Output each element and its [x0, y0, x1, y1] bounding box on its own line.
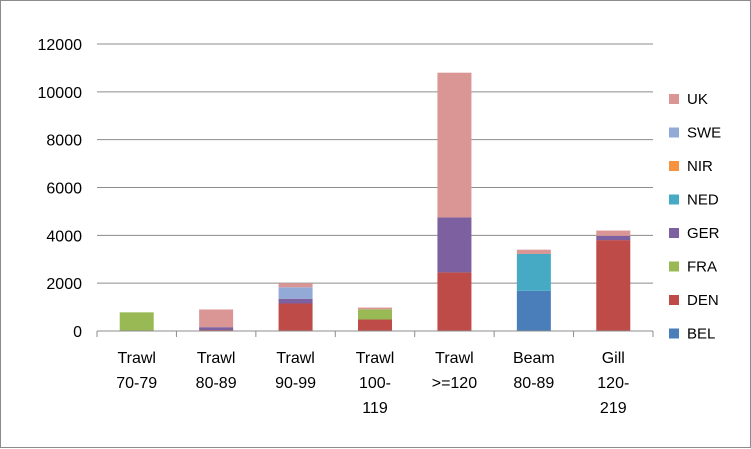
legend-swatch-den: [669, 295, 679, 305]
legend-label: DEN: [687, 292, 719, 309]
category-label: Trawl: [356, 350, 395, 367]
gridlines: [97, 43, 653, 332]
y-tick-label: 10000: [38, 85, 83, 102]
legend-swatch-nir: [669, 161, 679, 171]
bar-segment-fra: [358, 309, 392, 320]
bar-segment-ger: [596, 235, 631, 241]
y-tick-label: 8000: [46, 133, 82, 150]
legend-label: NED: [687, 192, 719, 209]
legend-label: NIR: [687, 158, 713, 175]
category-label: 90-99: [275, 375, 316, 392]
y-tick-label: 12000: [38, 37, 83, 54]
bar-segment-uk: [516, 249, 551, 254]
bar-segment-den: [358, 319, 392, 331]
legend-swatch-fra: [669, 261, 679, 272]
category-label: Trawl: [276, 350, 315, 367]
category-label: 219: [600, 400, 627, 417]
legend-swatch-bel: [669, 328, 679, 339]
y-tick-label: 4000: [46, 228, 82, 245]
legend-label: GER: [687, 225, 720, 242]
bar-segment-fra: [119, 312, 154, 331]
bars: [119, 72, 631, 331]
bar-segment-bel: [516, 290, 551, 331]
y-axis-ticks: 0 2000 4000 6000 8000 10000 12000: [38, 37, 83, 341]
bar-segment-den: [596, 240, 631, 331]
legend-swatch-uk: [669, 94, 679, 104]
bar-segment-swe: [278, 287, 313, 299]
category-label: 80-89: [513, 375, 554, 392]
legend-label: UK: [687, 91, 708, 108]
bar-segment-ger: [437, 217, 472, 273]
legend-swatch-ger: [669, 228, 679, 238]
y-tick-label: 0: [73, 324, 82, 341]
bar-segment-den: [437, 272, 472, 331]
bar-segment-ger: [199, 327, 234, 331]
bar-segment-uk: [358, 307, 392, 310]
bar-segment-ned: [516, 253, 551, 291]
x-axis: Trawl 70-79 Trawl 80-89 Trawl 90-99 Trawl 100- 1…: [96, 330, 654, 417]
legend: UK SWE NIR NED GER FRA DEN BEL: [669, 91, 721, 343]
legend-label: SWE: [687, 125, 721, 142]
bar-segment-ger: [278, 298, 313, 304]
bar-segment-uk: [278, 283, 313, 288]
y-tick-label: 6000: [46, 181, 82, 198]
category-label: Gill: [602, 350, 625, 367]
category-label: Beam: [513, 350, 555, 367]
category-label: 70-79: [116, 375, 157, 392]
category-label: 80-89: [196, 375, 237, 392]
bar-segment-den: [278, 303, 313, 331]
category-label: 120-: [597, 375, 629, 392]
bar-segment-uk: [199, 309, 234, 328]
bar-segment-uk: [437, 72, 472, 218]
legend-label: FRA: [687, 259, 717, 276]
category-label: 119: [362, 400, 388, 417]
legend-label: BEL: [687, 326, 715, 343]
legend-swatch-ned: [669, 194, 679, 205]
category-label: 100-: [359, 375, 391, 392]
bar-segment-uk: [596, 230, 631, 236]
category-label: >=120: [432, 375, 477, 392]
legend-swatch-swe: [669, 127, 679, 138]
category-label: Trawl: [197, 350, 236, 367]
category-label: Trawl: [117, 350, 156, 367]
category-label: Trawl: [435, 350, 474, 367]
y-tick-label: 2000: [46, 276, 82, 293]
